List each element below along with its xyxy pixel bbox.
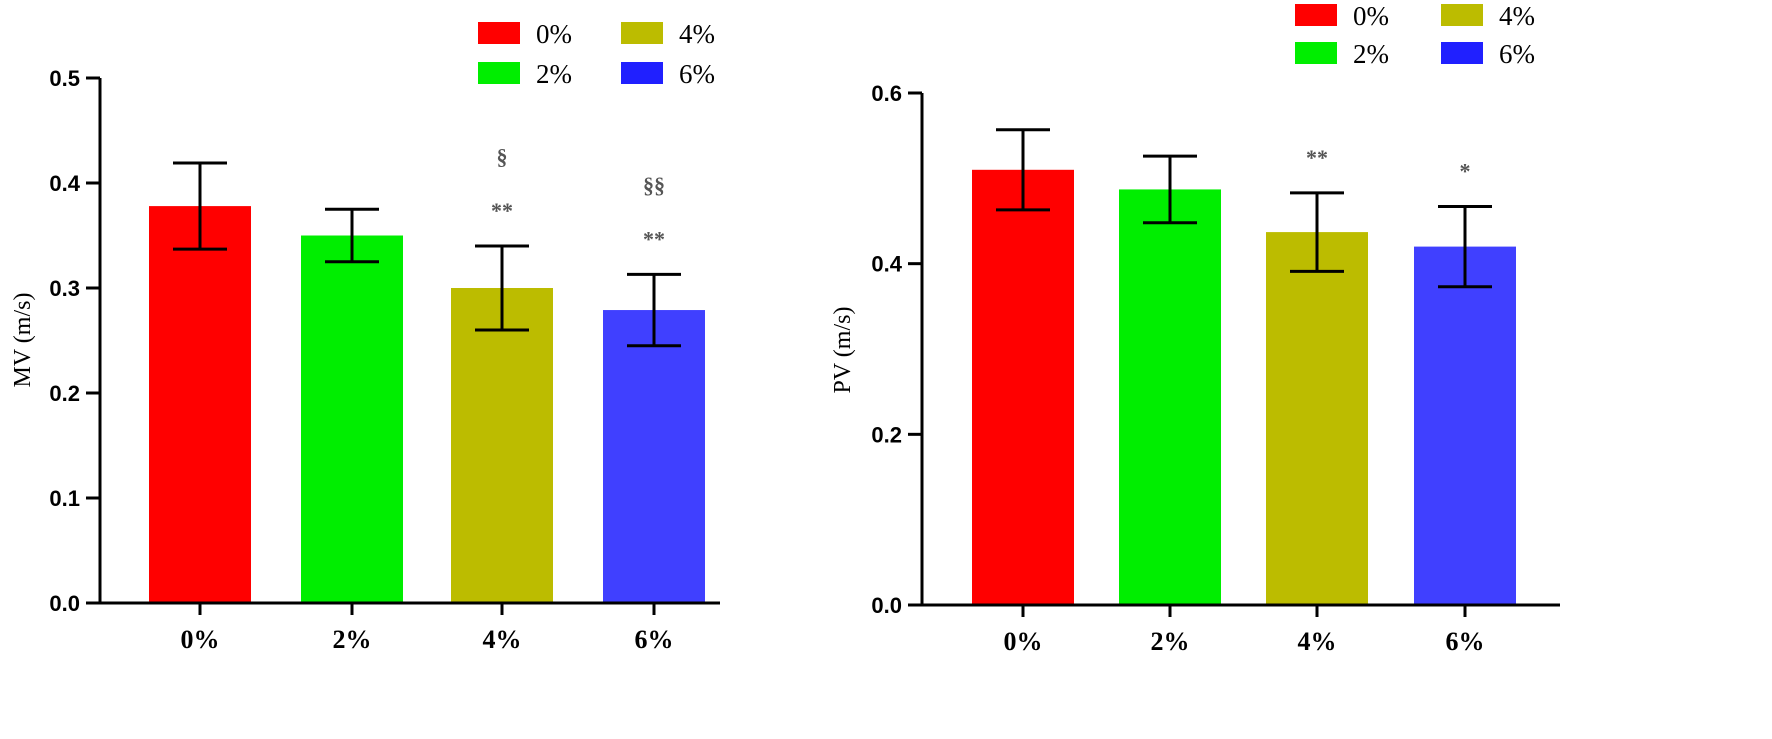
y-tick-label-pv-2: 0.4 <box>871 252 902 277</box>
x-tick-label-mv-2: 4% <box>483 625 522 654</box>
legend-swatch-pv-0 <box>1295 4 1337 26</box>
significance-mark-mv-1-0: §§ <box>643 172 665 197</box>
legend-label-mv-0: 0% <box>536 19 572 49</box>
bar-mv-3 <box>603 310 705 603</box>
legend-swatch-pv-3 <box>1441 42 1483 64</box>
bar-pv-1 <box>1119 189 1221 605</box>
bar-pv-3 <box>1414 246 1516 605</box>
y-tick-label-mv-0: 0.0 <box>49 591 80 616</box>
legend-label-mv-3: 6% <box>679 59 715 89</box>
legend-swatch-pv-1 <box>1295 42 1337 64</box>
legend-label-pv-1: 2% <box>1353 39 1389 69</box>
x-tick-label-mv-1: 2% <box>333 625 372 654</box>
significance-mark-mv-1-1: ** <box>643 226 665 251</box>
legend-label-mv-2: 4% <box>679 19 715 49</box>
y-axis-label-mv: MV (m/s) <box>10 293 36 388</box>
legend-mv: 0% 2% 4% 6% <box>478 19 715 89</box>
x-tick-label-pv-1: 2% <box>1151 627 1190 656</box>
chart-mv: 0.0 0.1 0.2 0.3 0.4 0.5 0% 2% 4% 6% MV (m/s) § ** §§ *… <box>10 19 720 654</box>
bar-mv-2 <box>451 288 553 603</box>
legend-label-mv-1: 2% <box>536 59 572 89</box>
y-tick-label-pv-1: 0.2 <box>871 422 902 447</box>
legend-swatch-mv-2 <box>621 22 663 44</box>
bar-pv-0 <box>972 169 1074 606</box>
bar-mv-1 <box>301 235 403 603</box>
legend-label-pv-0: 0% <box>1353 1 1389 31</box>
y-tick-label-mv-2: 0.2 <box>49 381 80 406</box>
x-tick-label-pv-0: 0% <box>1004 627 1043 656</box>
x-tick-label-mv-0: 0% <box>181 625 220 654</box>
y-tick-label-pv-0: 0.0 <box>871 593 902 618</box>
legend-label-pv-3: 6% <box>1499 39 1535 69</box>
x-tick-label-mv-3: 6% <box>635 625 674 654</box>
x-tick-label-pv-2: 4% <box>1298 627 1337 656</box>
significance-mark-mv-0-0: § <box>497 144 508 169</box>
y-tick-label-pv-3: 0.6 <box>871 81 902 106</box>
bar-mv-0 <box>149 206 251 603</box>
y-tick-label-mv-4: 0.4 <box>49 171 80 196</box>
legend-swatch-mv-0 <box>478 22 520 44</box>
legend-swatch-pv-2 <box>1441 4 1483 26</box>
significance-mark-pv-1-0: * <box>1460 158 1471 183</box>
x-tick-label-pv-3: 6% <box>1446 627 1485 656</box>
y-tick-label-mv-3: 0.3 <box>49 276 80 301</box>
significance-mark-mv-0-1: ** <box>491 198 513 223</box>
legend-label-pv-2: 4% <box>1499 1 1535 31</box>
legend-swatch-mv-3 <box>621 62 663 84</box>
bar-pv-2 <box>1266 232 1368 606</box>
legend-pv: 0% 2% 4% 6% <box>1295 1 1535 69</box>
chart-pv: 0.00.20.40.60% 2% 4% 6%PV (m/s)***0%2%4%6% <box>830 1 1560 656</box>
y-tick-label-mv-5: 0.5 <box>49 66 80 91</box>
legend-swatch-mv-1 <box>478 62 520 84</box>
y-tick-label-mv-1: 0.1 <box>49 486 80 511</box>
y-axis-label-pv: PV (m/s) <box>830 307 856 394</box>
significance-mark-pv-0-0: ** <box>1306 145 1328 170</box>
